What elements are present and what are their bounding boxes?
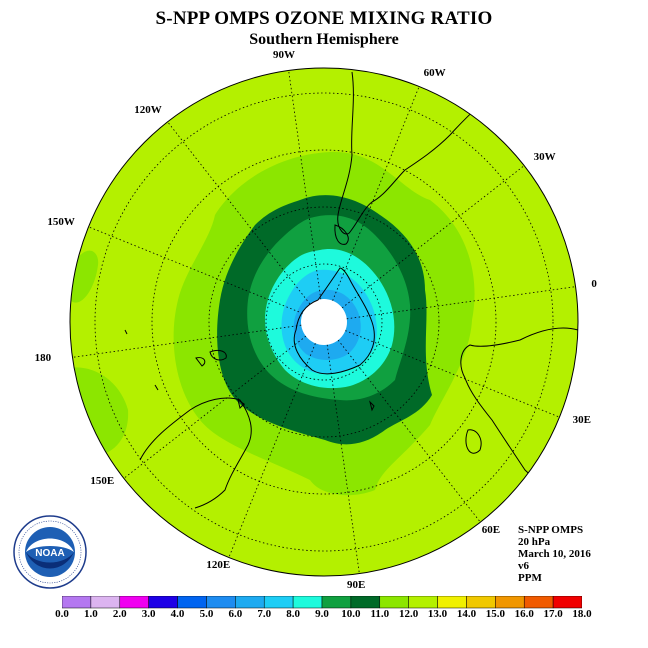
colorbar-tick-label: 18.0 (572, 608, 592, 620)
meridian-line (288, 70, 322, 300)
colorbar-swatch (148, 596, 178, 609)
longitude-label: 30E (572, 414, 591, 427)
colorbar-swatch (552, 596, 582, 609)
colorbar-swatch (408, 596, 438, 609)
meridian-line (332, 86, 420, 301)
colorbar-tick-label: 5.0 (199, 608, 214, 620)
meridian-line (123, 335, 307, 479)
colorbar-tick-label: 8.0 (286, 608, 300, 620)
meridian-line (167, 121, 311, 305)
meridian-line (337, 339, 481, 523)
longitude-label: 150W (47, 215, 75, 228)
colorbar-swatch (90, 596, 121, 609)
colorbar-swatch (206, 596, 236, 609)
colorbar-swatch (263, 596, 294, 609)
meridian-line (72, 324, 302, 358)
colorbar-swatch (235, 596, 265, 609)
map-subtitle: Southern Hemisphere (249, 31, 399, 48)
colorbar-swatch (350, 596, 381, 609)
meridian-line (345, 330, 560, 418)
colorbar-tick-label: 1.0 (84, 608, 98, 620)
map-boundary (69, 67, 579, 577)
colorbar-tick-label: 13.0 (427, 608, 448, 620)
colorbar-swatch (523, 596, 554, 609)
date-label: March 10, 2016 (518, 548, 591, 560)
colorbar-tick-label: 4.0 (170, 608, 185, 620)
longitude-label: 60W (423, 67, 446, 80)
colorbar-swatch (495, 596, 525, 609)
colorbar-tick-label: 12.0 (399, 608, 419, 620)
colorbar-tick-label: 2.0 (112, 608, 127, 620)
colorbar-swatch (177, 596, 207, 609)
longitude-label: 90W (272, 48, 295, 61)
colorbar-swatch (321, 596, 352, 609)
graticule (94, 92, 554, 552)
longitude-label: 120W (134, 103, 162, 116)
colorbar-swatch (62, 596, 92, 609)
colorbar-tick-label: 17.0 (543, 608, 563, 620)
colorbar-tick-label: 16.0 (514, 608, 534, 620)
meridians (72, 70, 576, 574)
meridian-line (326, 344, 360, 574)
colorbar-tick-label: 7.0 (257, 608, 272, 620)
colorbar-swatch (292, 596, 323, 609)
instrument-label: S-NPP OMPS (518, 524, 584, 536)
meridian-line (88, 226, 303, 314)
colorbar-tick-label: 11.0 (370, 608, 390, 620)
colorbar-tick-label: 15.0 (485, 608, 505, 620)
longitude-label: 120E (206, 558, 231, 571)
pressure-level-label: 20 hPa (518, 536, 551, 548)
longitude-label: 30W (533, 150, 556, 163)
longitude-label: 180 (34, 352, 52, 365)
longitude-label: 90E (347, 579, 366, 592)
units-label: PPM (518, 572, 542, 584)
logo-text: NOAA (35, 548, 64, 559)
colorbar-tick-label: 0.0 (55, 608, 69, 620)
colorbar-tick-label: 6.0 (228, 608, 243, 620)
meridian-line (346, 286, 576, 320)
colorbar-swatch (379, 596, 409, 609)
map-title: S-NPP OMPS OZONE MIXING RATIO (155, 8, 493, 29)
version-label: v6 (518, 560, 529, 572)
polar-cap (301, 299, 347, 345)
longitude-label: 150E (90, 475, 115, 488)
colorbar-tick-label: 10.0 (341, 608, 361, 620)
noaa-logo: NOAA (13, 515, 87, 589)
longitude-label: 0 (591, 277, 597, 290)
meridian-line (341, 165, 525, 309)
colorbar-swatch (119, 596, 149, 609)
longitude-label: 60E (481, 524, 501, 537)
coastlines (124, 71, 578, 509)
colorbar-swatch (466, 596, 496, 609)
info-block: S-NPP OMPS 20 hPa March 10, 2016 v6 PPM (518, 524, 591, 584)
colorbar-tick-label: 14.0 (456, 608, 477, 620)
colorbar-tick-label: 9.0 (315, 608, 329, 620)
meridian-line (228, 343, 316, 558)
colorbar-tick-label: 3.0 (141, 608, 156, 620)
colorbar (62, 596, 582, 609)
colorbar-swatch (437, 596, 467, 609)
